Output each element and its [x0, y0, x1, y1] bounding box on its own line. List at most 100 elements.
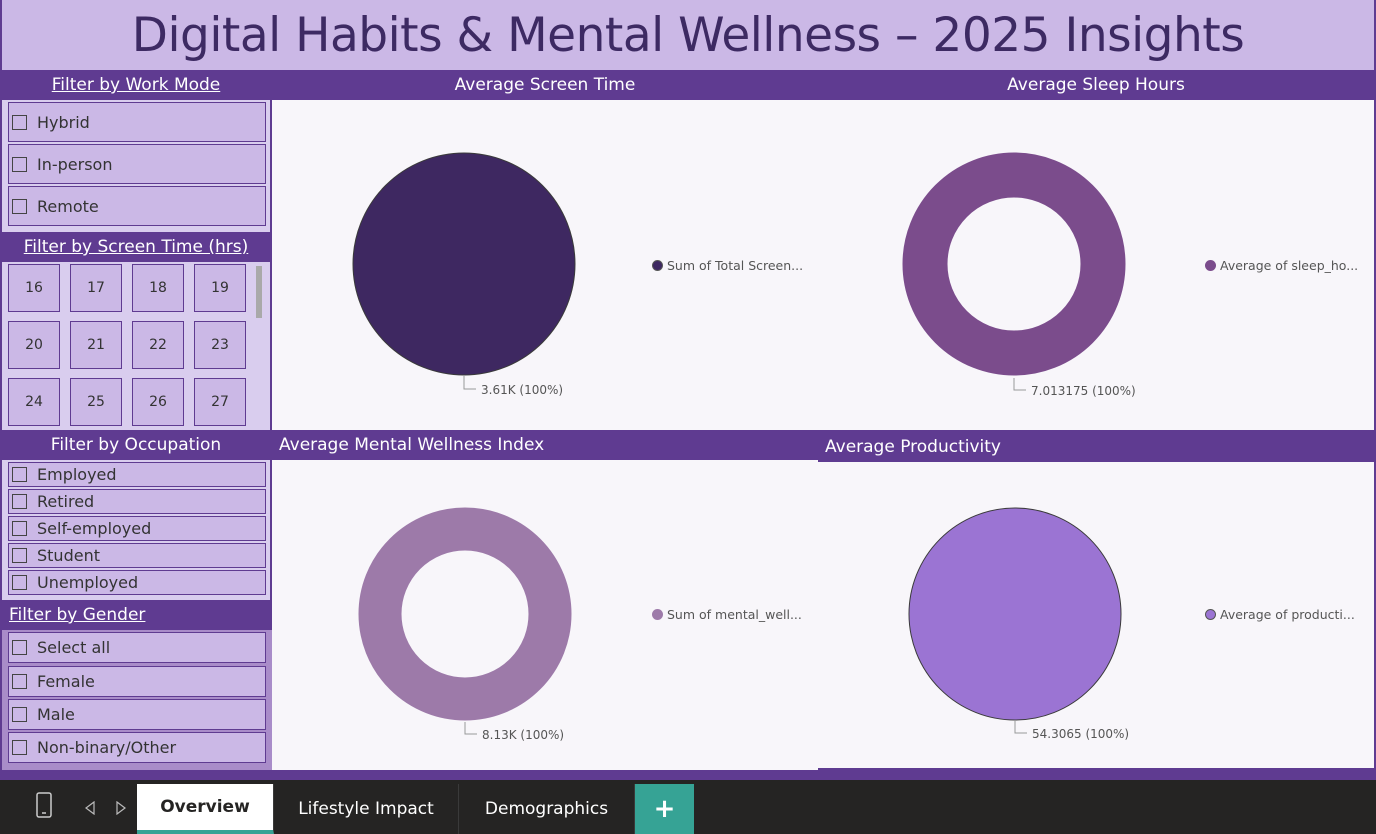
screen-time-tile[interactable]: 23 — [194, 321, 246, 369]
option-label: Student — [37, 546, 100, 565]
screen-time-chart-panel: 3.61K (100%) Sum of Total Screen... — [272, 100, 818, 430]
legend-marker-icon — [652, 609, 663, 620]
gender-slicer: Select all Female Male Non-binary/Other — [2, 630, 272, 770]
checkbox-icon[interactable] — [12, 548, 27, 563]
productivity-panel-header: Average Productivity — [818, 432, 1374, 462]
work-mode-slicer: Hybrid In-person Remote — [2, 100, 270, 232]
screen-time-tile[interactable]: 22 — [132, 321, 184, 369]
screen-time-tile[interactable]: 27 — [194, 378, 246, 426]
gender-slicer-title: Filter by Gender — [9, 605, 146, 625]
screen-time-slicer-header: Filter by Screen Time (hrs) — [2, 232, 270, 262]
tab-overview[interactable]: Overview — [137, 784, 274, 834]
checkbox-icon[interactable] — [12, 707, 27, 722]
productivity-legend[interactable]: Average of producti... — [1205, 607, 1355, 622]
checkbox-icon[interactable] — [12, 198, 27, 214]
leader-line — [1014, 721, 1027, 734]
occupation-option-employed[interactable]: Employed — [8, 462, 266, 487]
option-label: Male — [37, 705, 75, 724]
sleep-panel-header: Average Sleep Hours — [818, 70, 1374, 100]
screen-time-tile[interactable]: 16 — [8, 264, 60, 312]
legend-marker-icon — [652, 260, 663, 271]
checkbox-icon[interactable] — [12, 575, 27, 590]
productivity-pie-chart — [908, 507, 1122, 734]
occupation-slicer-header: Filter by Occupation — [2, 430, 270, 460]
wellness-donut-chart — [358, 507, 572, 735]
occupation-option-retired[interactable]: Retired — [8, 489, 266, 514]
screen-time-tile[interactable]: 21 — [70, 321, 122, 369]
sleep-donut-slice[interactable] — [902, 152, 1126, 376]
occupation-option-unemployed[interactable]: Unemployed — [8, 570, 266, 595]
tab-lifestyle-impact[interactable]: Lifestyle Impact — [274, 784, 459, 834]
occupation-option-student[interactable]: Student — [8, 543, 266, 568]
legend-label: Average of sleep_ho... — [1220, 258, 1359, 273]
report-title-bar: Digital Habits & Mental Wellness – 2025 … — [2, 0, 1374, 70]
leader-line — [464, 722, 477, 735]
screen-time-pie-slice[interactable] — [352, 152, 576, 376]
checkbox-icon[interactable] — [12, 640, 27, 655]
occupation-slicer-title: Filter by Occupation — [50, 435, 222, 455]
checkbox-icon[interactable] — [12, 740, 27, 755]
option-label: Female — [37, 672, 95, 691]
gender-option-non-binary[interactable]: Non-binary/Other — [8, 732, 266, 763]
gender-option-select-all[interactable]: Select all — [8, 632, 266, 663]
screen-time-tile[interactable]: 20 — [8, 321, 60, 369]
sleep-legend[interactable]: Average of sleep_ho... — [1205, 258, 1358, 273]
add-page-button[interactable]: + — [635, 784, 694, 834]
mobile-phone-icon[interactable] — [36, 792, 52, 822]
work-mode-option-in-person[interactable]: In-person — [8, 144, 266, 184]
wellness-data-label: 8.13K (100%) — [482, 728, 565, 742]
option-label: Non-binary/Other — [37, 738, 177, 757]
sleep-donut-chart — [902, 152, 1126, 391]
checkbox-icon[interactable] — [12, 114, 27, 130]
option-label: Remote — [37, 196, 99, 216]
checkbox-icon[interactable] — [12, 674, 27, 689]
gender-option-female[interactable]: Female — [8, 666, 266, 697]
wellness-donut-slice[interactable] — [358, 507, 572, 721]
work-mode-option-remote[interactable]: Remote — [8, 186, 266, 226]
leader-line — [1013, 378, 1026, 391]
legend-label: Sum of Total Screen... — [667, 258, 804, 273]
option-label: Self-employed — [37, 519, 152, 538]
productivity-chart-title: Average Productivity — [825, 437, 1001, 457]
triangle-left-icon[interactable] — [84, 800, 96, 819]
productivity-pie-slice[interactable] — [908, 507, 1122, 721]
screen-time-data-label: 3.61K (100%) — [481, 383, 564, 397]
checkbox-icon[interactable] — [12, 467, 27, 482]
work-mode-slicer-header: Filter by Work Mode — [2, 70, 270, 100]
screen-time-scrollbar[interactable] — [256, 266, 262, 318]
wellness-panel-header: Average Mental Wellness Index — [272, 430, 818, 460]
screen-time-panel-header: Average Screen Time — [272, 70, 818, 100]
option-label: Retired — [37, 492, 95, 511]
occupation-option-self-employed[interactable]: Self-employed — [8, 516, 266, 541]
productivity-data-label: 54.3065 (100%) — [1032, 727, 1130, 741]
gender-option-male[interactable]: Male — [8, 699, 266, 730]
checkbox-icon[interactable] — [12, 494, 27, 509]
gender-slicer-header: Filter by Gender — [2, 600, 272, 630]
wellness-chart-title: Average Mental Wellness Index — [279, 435, 545, 455]
screen-time-slicer-title: Filter by Screen Time (hrs) — [23, 237, 249, 257]
legend-marker-icon — [1205, 260, 1216, 271]
report-canvas: Digital Habits & Mental Wellness – 2025 … — [2, 0, 1374, 770]
legend-label: Sum of mental_well... — [667, 607, 802, 622]
screen-time-legend[interactable]: Sum of Total Screen... — [652, 258, 803, 273]
option-label: Hybrid — [37, 112, 90, 132]
triangle-right-icon[interactable] — [115, 800, 127, 819]
screen-time-tile[interactable]: 19 — [194, 264, 246, 312]
option-label: Select all — [37, 638, 111, 657]
work-mode-option-hybrid[interactable]: Hybrid — [8, 102, 266, 142]
wellness-legend[interactable]: Sum of mental_well... — [652, 607, 802, 622]
screen-time-tile[interactable]: 18 — [132, 264, 184, 312]
screen-time-tile[interactable]: 26 — [132, 378, 184, 426]
checkbox-icon[interactable] — [12, 521, 27, 536]
screen-time-tile[interactable]: 25 — [70, 378, 122, 426]
option-label: Unemployed — [37, 573, 139, 592]
screen-time-tile[interactable]: 17 — [70, 264, 122, 312]
screen-time-tile[interactable]: 24 — [8, 378, 60, 426]
option-label: Employed — [37, 465, 117, 484]
tab-demographics[interactable]: Demographics — [459, 784, 635, 834]
sleep-data-label: 7.013175 (100%) — [1031, 384, 1136, 398]
legend-marker-icon — [1205, 609, 1216, 620]
sleep-chart-title: Average Sleep Hours — [1007, 75, 1185, 95]
leader-line — [463, 376, 476, 390]
checkbox-icon[interactable] — [12, 156, 27, 172]
